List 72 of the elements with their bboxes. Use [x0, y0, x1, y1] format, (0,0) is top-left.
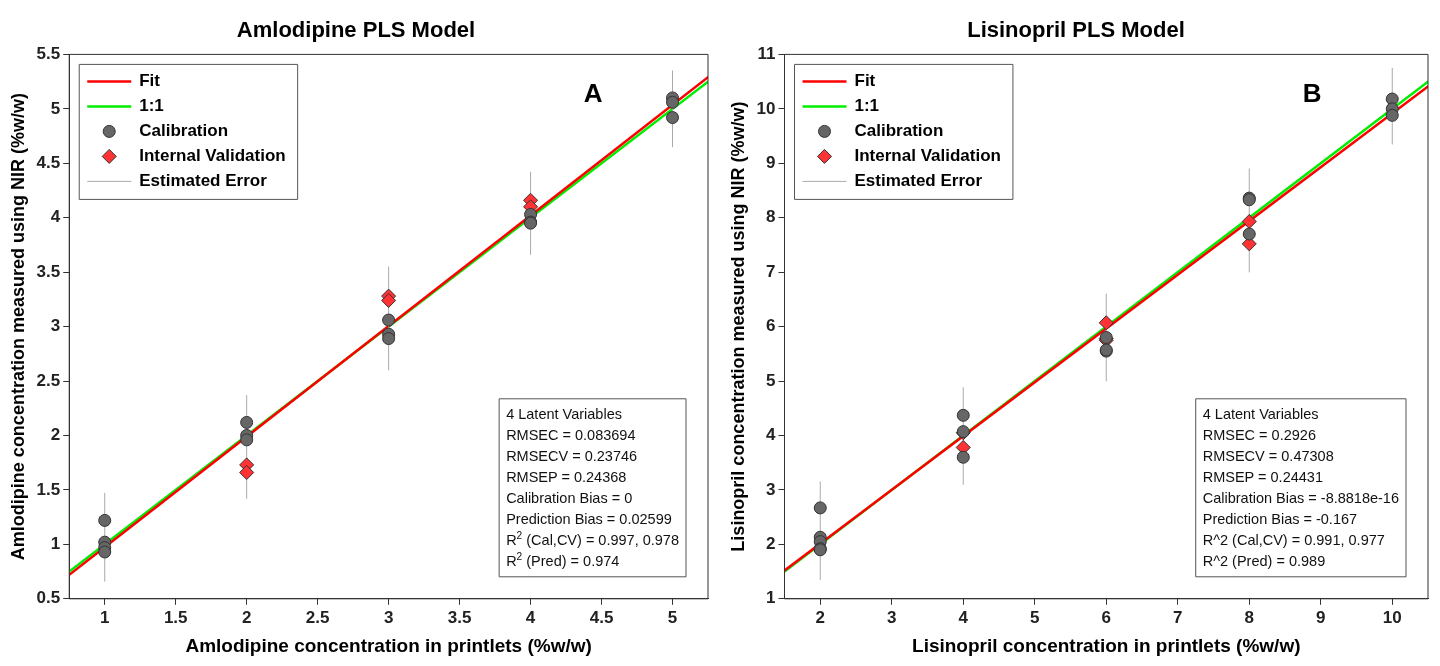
y-axis-title: Amlodipine concentration measured using NIR (%w/w)	[7, 93, 28, 561]
y-tick-label: 4	[50, 207, 61, 227]
annotation: Prediction Bias = -0.167	[1202, 510, 1358, 527]
legend-label: Calibration	[139, 121, 229, 141]
y-tick-label: 1.5	[36, 479, 61, 499]
annotation: B	[1302, 78, 1322, 109]
y-tick-label: 5.5	[36, 44, 61, 64]
y-tick-label: 5	[50, 98, 61, 118]
x-axis-title: Lisinopril concentration in printlets (%w/w)	[912, 634, 1301, 656]
y-tick-label: 9	[766, 152, 776, 172]
y-tick-label: 4	[766, 425, 777, 445]
x-tick-label: 5	[667, 607, 678, 627]
legend-label: 1:1	[854, 96, 880, 116]
y-tick-label: 3.5	[36, 261, 61, 281]
x-tick-label: 1.5	[163, 607, 188, 627]
x-tick-label: 2.5	[305, 607, 330, 627]
chart-title: Lisinopril PLS Model	[967, 17, 1185, 43]
x-tick-label: 3	[383, 607, 394, 627]
y-tick-label: 6	[766, 316, 776, 336]
y-tick-label: 2.5	[36, 370, 61, 390]
x-tick-label: 3	[887, 607, 897, 627]
y-axis-title: Lisinopril concentration measured using NIR (%w/w)	[727, 101, 748, 552]
annotation: Calibration Bias = 0	[506, 489, 633, 506]
y-tick-label: 1	[50, 534, 61, 554]
annotation: R^2 (Cal,CV) = 0.991, 0.977	[1202, 531, 1385, 548]
annotation: 4 Latent Variables	[506, 405, 622, 422]
x-tick-label: 1	[99, 607, 110, 627]
legend-label: Fit	[854, 71, 876, 91]
legend-label: Estimated Error	[854, 171, 983, 191]
y-tick-label: 1	[766, 588, 776, 608]
y-tick-label: 10	[756, 98, 776, 118]
x-tick-label: 4	[958, 607, 969, 627]
legend-label: Estimated Error	[139, 171, 268, 191]
x-tick-label: 6	[1101, 607, 1111, 627]
y-tick-label: 8	[766, 207, 776, 227]
x-tick-label: 10	[1382, 607, 1402, 627]
y-tick-label: 2	[50, 425, 61, 445]
legend-label: Internal Validation	[854, 146, 1001, 166]
annotation: RMSECV = 0.47308	[1202, 447, 1334, 464]
x-tick-label: 8	[1244, 607, 1254, 627]
annotation: RMSECV = 0.23746	[506, 447, 638, 464]
x-tick-label: 2	[241, 607, 252, 627]
annotation: RMSEC = 0.083694	[506, 426, 636, 443]
y-tick-label: 3	[50, 316, 61, 336]
x-tick-label: 4.5	[589, 607, 614, 627]
annotation: Prediction Bias = 0.02599	[506, 510, 672, 527]
legend-label: 1:1	[139, 96, 164, 116]
x-tick-label: 7	[1173, 607, 1183, 627]
x-tick-label: 5	[1030, 607, 1040, 627]
annotation: RMSEP = 0.24368	[506, 468, 627, 485]
legend-label: Internal Validation	[139, 146, 286, 166]
annotation: RMSEP = 0.24431	[1202, 468, 1323, 485]
annotation: Calibration Bias = -8.8818e-16	[1202, 489, 1400, 506]
annotation: 4 Latent Variables	[1202, 405, 1319, 422]
x-tick-label: 3.5	[447, 607, 472, 627]
y-tick-label: 7	[766, 261, 776, 281]
legend-label: Calibration	[854, 121, 944, 141]
annotation: R^2 (Pred) = 0.989	[1202, 552, 1326, 569]
y-tick-label: 5	[766, 370, 776, 390]
chart-title: Amlodipine PLS Model	[236, 17, 476, 43]
y-tick-label: 0.5	[36, 588, 61, 608]
annotation: A	[583, 78, 603, 109]
y-tick-label: 11	[757, 44, 776, 64]
y-tick-label: 4.5	[36, 152, 61, 172]
y-tick-label: 3	[766, 479, 776, 499]
annotation: RMSEC = 0.2926	[1202, 426, 1316, 443]
x-tick-label: 9	[1316, 607, 1326, 627]
x-axis-title: Amlodipine concentration in printlets (%w/w)	[185, 634, 592, 656]
x-tick-label: 2	[815, 607, 825, 627]
x-tick-label: 4	[525, 607, 536, 627]
y-tick-label: 2	[766, 534, 776, 554]
legend-label: Fit	[139, 71, 161, 91]
